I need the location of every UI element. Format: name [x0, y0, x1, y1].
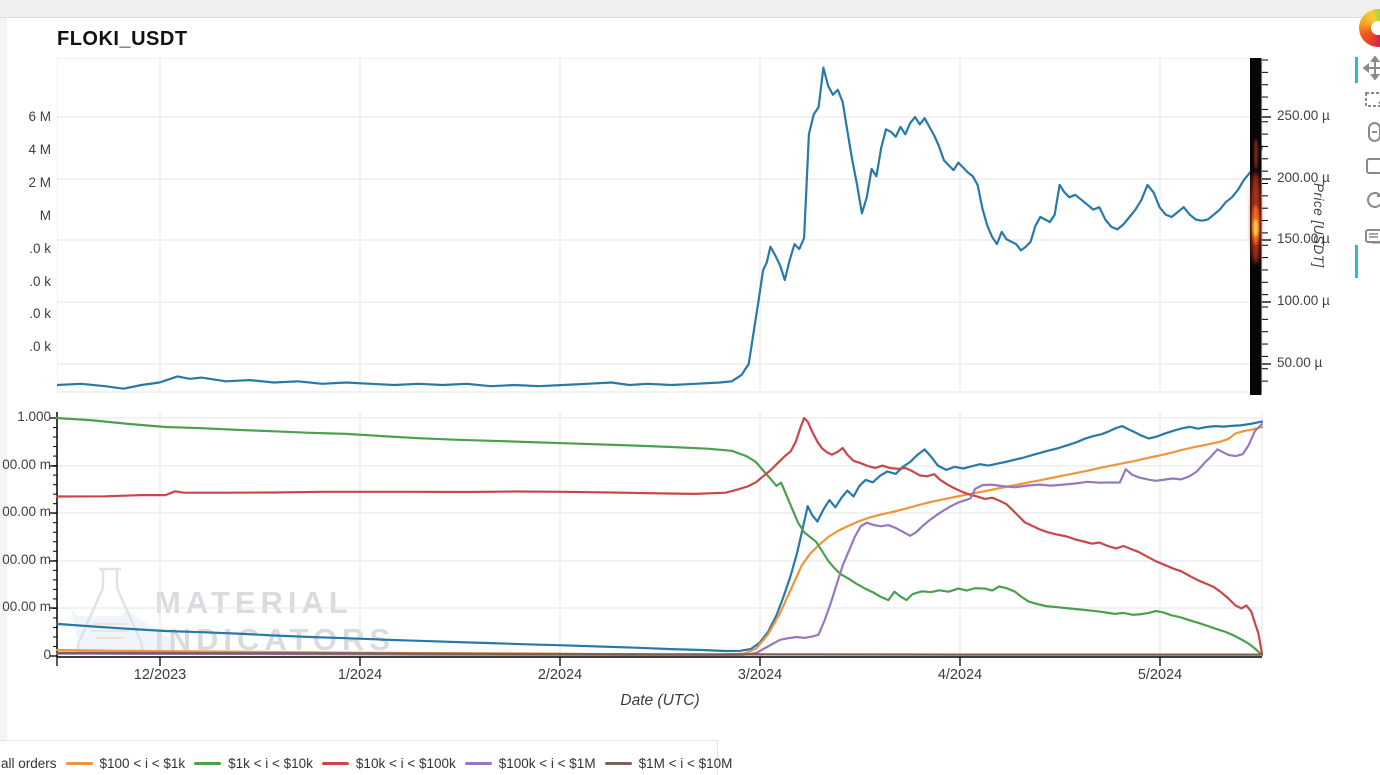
- price-tick-label: 150.00 µ: [1277, 231, 1330, 246]
- snapshot-icon[interactable]: [1363, 224, 1380, 248]
- legend-item[interactable]: $10k < i < $100k: [321, 756, 456, 771]
- volume-tick-label: .0 k: [29, 274, 51, 289]
- ratio-tick-label: 00.00 m: [2, 457, 51, 472]
- legend-item[interactable]: $1M < i < $10M: [604, 756, 733, 771]
- legend: all orders $100 < i < $1k $1k < i < $10k $1…: [0, 740, 732, 775]
- volume-tick-label: .0 k: [29, 306, 51, 321]
- legend-item[interactable]: $100k < i < $1M: [464, 756, 596, 771]
- flask-icon: [71, 567, 175, 654]
- volume-tick-label: .0 k: [29, 339, 51, 354]
- legend-color-dash: [604, 762, 632, 765]
- volume-tick-label: .0 k: [29, 241, 51, 256]
- modebar-accent-bottom: [1355, 245, 1358, 278]
- date-tick-label: 12/2023: [133, 667, 187, 683]
- price-tick-label: 250.00 µ: [1277, 108, 1330, 123]
- legend-color-dash: [321, 762, 349, 765]
- pan-icon[interactable]: [1363, 56, 1380, 80]
- ratio-tick-label: 0: [43, 647, 51, 662]
- date-tick-label: 3/2024: [737, 667, 783, 683]
- date-tick-label: 2/2024: [537, 667, 583, 683]
- top-band: [0, 0, 1380, 18]
- date-tick-label: 1/2024: [337, 667, 383, 683]
- date-tick-label: 5/2024: [1137, 667, 1183, 683]
- date-tick-label: 4/2024: [937, 667, 983, 683]
- legend-color-dash: [194, 762, 222, 765]
- price-chart-plot[interactable]: [57, 58, 1277, 395]
- volume-tick-label: M: [39, 208, 51, 223]
- legend-item-label: $100 < i < $1k: [99, 756, 186, 771]
- legend-color-dash: [65, 762, 93, 765]
- ratio-chart-plot[interactable]: MATERIAL INDICATORS: [49, 410, 1277, 670]
- price-axis-title: Price [USDT]: [1311, 183, 1326, 268]
- ratio-tick-label: 00.00 m: [2, 599, 51, 614]
- price-tick-label: 100.00 µ: [1277, 293, 1330, 308]
- price-tick-label: 200.00 µ: [1277, 170, 1330, 185]
- box-select-icon[interactable]: [1363, 88, 1380, 112]
- legend-row: all orders $100 < i < $1k $1k < i < $10k $1…: [0, 756, 741, 771]
- ratio-tick-label: 00.00 m: [2, 552, 51, 567]
- volume-tick-label: 6 M: [28, 109, 51, 124]
- legend-color-dash: [464, 762, 492, 765]
- legend-item[interactable]: $100 < i < $1k: [65, 756, 186, 771]
- legend-item-label: $1k < i < $10k: [228, 756, 313, 771]
- date-axis-title: Date (UTC): [620, 692, 700, 709]
- zoom-icon[interactable]: [1363, 120, 1380, 144]
- autoscale-icon[interactable]: [1363, 154, 1380, 178]
- watermark: MATERIAL INDICATORS: [71, 567, 390, 657]
- left-band: [0, 18, 7, 775]
- legend-item-label: $10k < i < $100k: [355, 756, 456, 771]
- legend-item[interactable]: all orders: [0, 756, 57, 771]
- legend-item-label: $1M < i < $10M: [638, 756, 733, 771]
- volume-tick-label: 4 M: [28, 142, 51, 157]
- ratio-tick-label: 00.00 m: [2, 504, 51, 519]
- firecharts-logo[interactable]: [1359, 9, 1380, 47]
- price-tick-label: 50.00 µ: [1277, 355, 1323, 370]
- legend-item[interactable]: $1k < i < $10k: [194, 756, 313, 771]
- ratio-tick-label: 1.000: [17, 409, 51, 424]
- legend-item-label: $100k < i < $1M: [498, 756, 596, 771]
- modebar-accent-top: [1355, 57, 1358, 83]
- legend-item-label: all orders: [1, 756, 57, 771]
- volume-tick-label: 2 M: [28, 175, 51, 190]
- page-title: FLOKI_USDT: [57, 28, 188, 50]
- watermark-line1: MATERIAL: [155, 585, 353, 620]
- reset-axes-icon[interactable]: [1363, 188, 1380, 212]
